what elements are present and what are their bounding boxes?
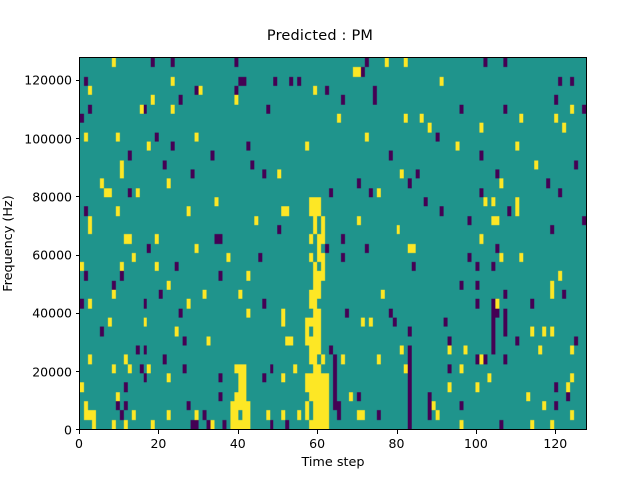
heatmap-canvas: [80, 58, 586, 429]
x-tick-label-4: 80: [388, 436, 405, 451]
y-tick-mark-5: [75, 137, 79, 139]
y-tick-mark-1: [75, 371, 79, 373]
x-tick-label-6: 120: [543, 436, 568, 451]
x-tick-label-0: 0: [75, 436, 83, 451]
x-tick-label-3: 60: [309, 436, 326, 451]
x-tick-label-5: 100: [463, 436, 488, 451]
x-tick-mark-1: [158, 430, 160, 434]
y-tick-mark-4: [75, 196, 79, 198]
y-tick-mark-2: [75, 312, 79, 314]
y-tick-label-2: 40000: [32, 305, 72, 321]
y-tick-label-6: 120000: [24, 72, 72, 88]
y-tick-mark-3: [75, 254, 79, 256]
x-tick-mark-5: [475, 430, 477, 434]
chart-title: Predicted : PM: [266, 28, 374, 44]
x-tick-label-1: 20: [150, 436, 167, 451]
x-tick-mark-3: [317, 430, 319, 434]
y-tick-mark-0: [75, 429, 79, 431]
x-tick-label-2: 40: [229, 436, 246, 451]
y-tick-label-4: 80000: [32, 189, 72, 205]
x-tick-mark-2: [237, 430, 239, 434]
y-tick-label-3: 60000: [32, 247, 72, 263]
y-tick-label-5: 100000: [24, 131, 72, 146]
y-tick-label-0: 0: [64, 422, 72, 438]
y-tick-label-1: 20000: [32, 364, 72, 380]
y-axis-label-text: Frequency (Hz): [0, 195, 16, 292]
y-tick-mark-6: [75, 79, 79, 81]
x-tick-mark-0: [79, 430, 81, 434]
x-tick-mark-6: [555, 430, 557, 434]
x-tick-mark-4: [396, 430, 398, 434]
x-axis-label: Time step: [301, 455, 365, 470]
heatmap-axes[interactable]: [79, 57, 587, 430]
